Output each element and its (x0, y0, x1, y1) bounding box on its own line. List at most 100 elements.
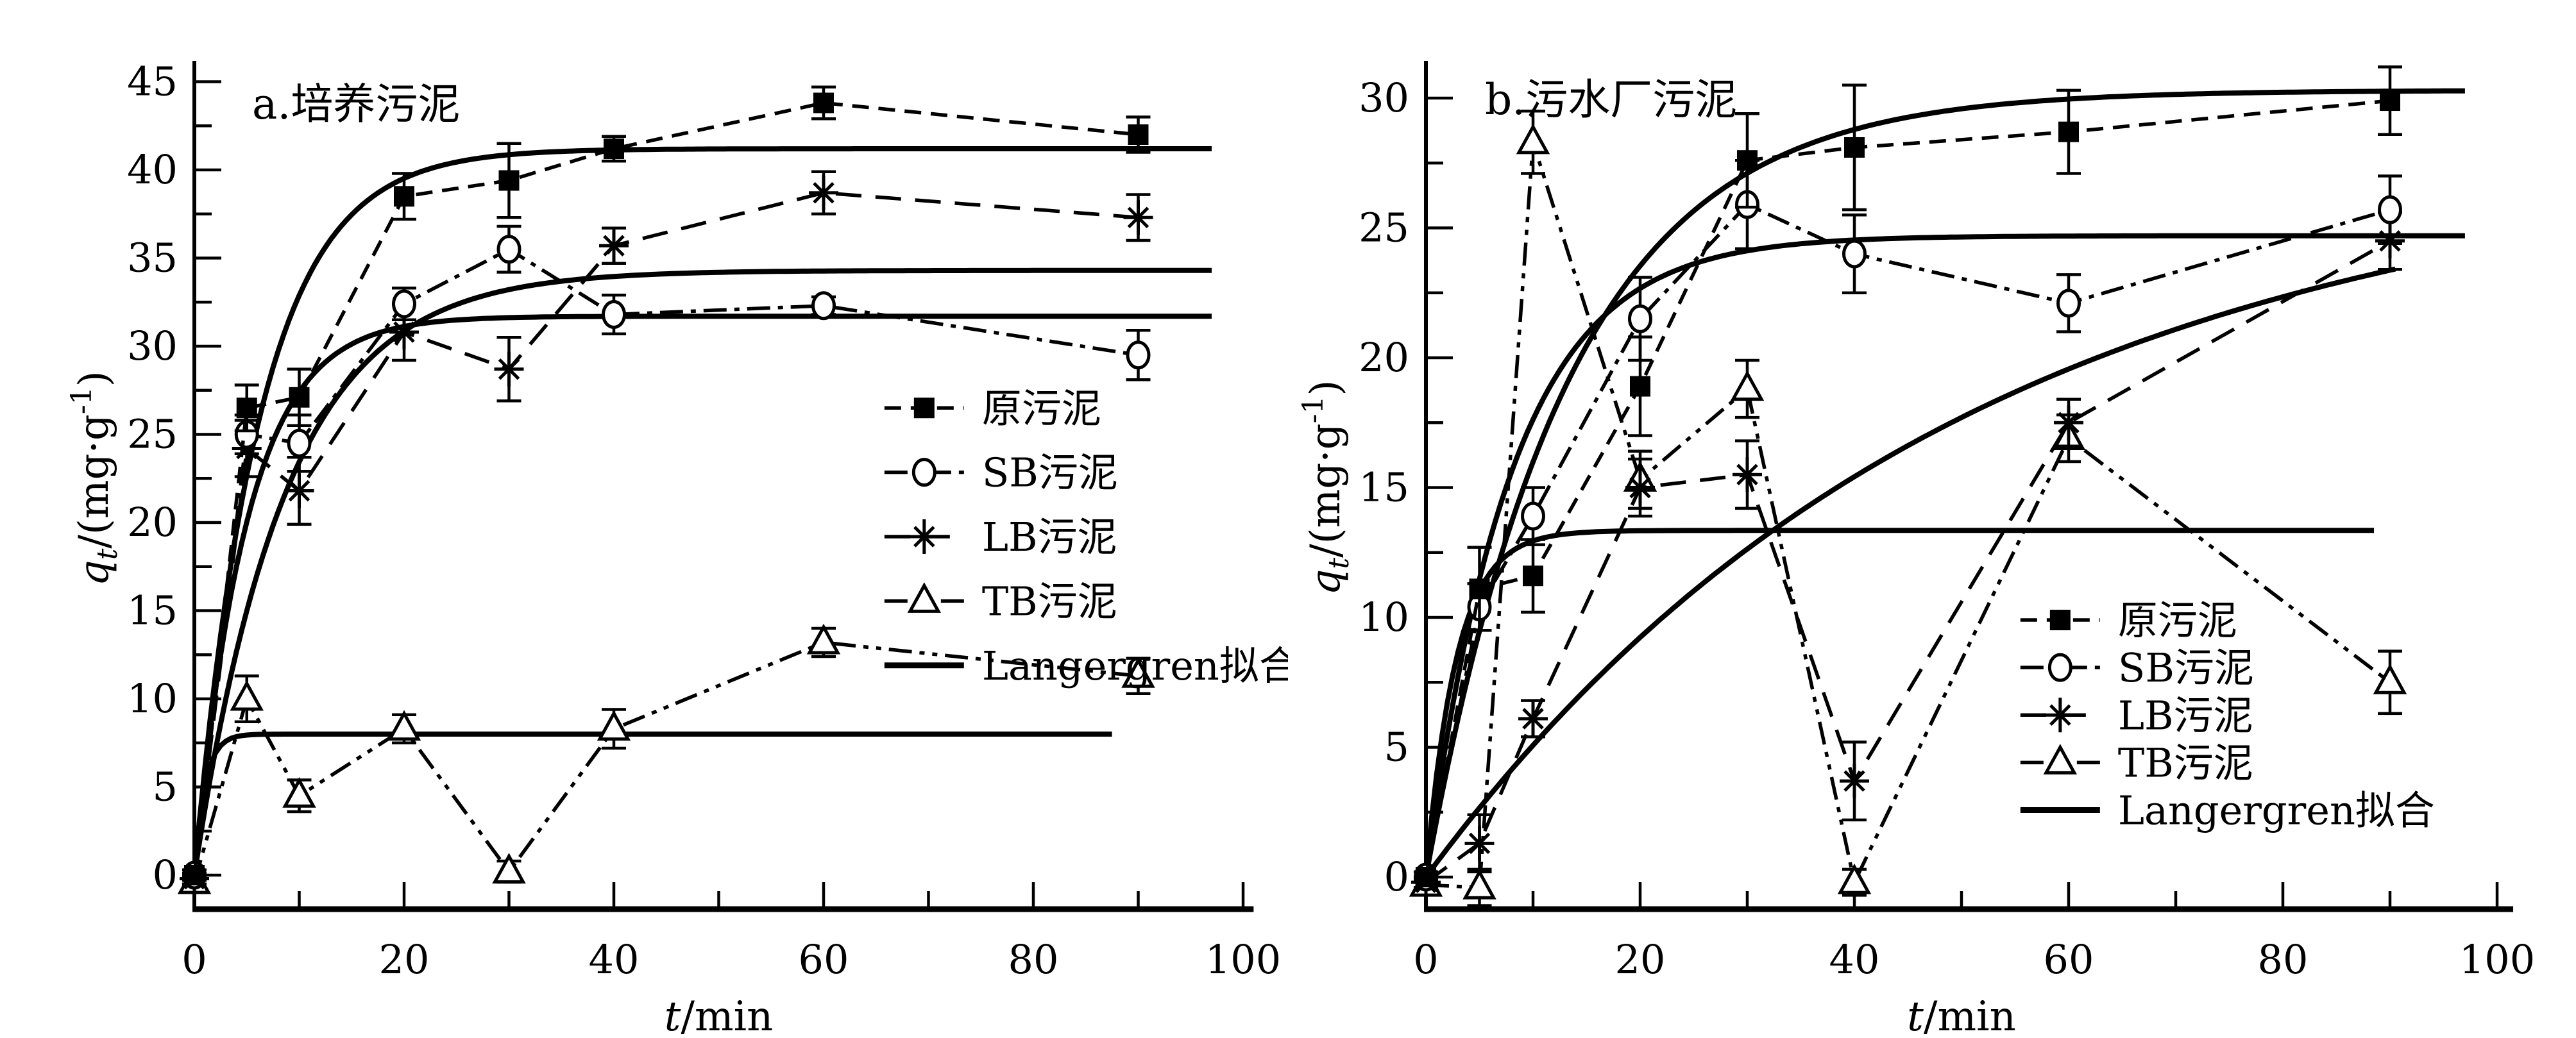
fit-curve-sb-sludge (192, 314, 1212, 876)
marker-asterisk (1736, 464, 1758, 486)
marker-circle (392, 289, 416, 319)
marker-asterisk (1522, 708, 1544, 730)
legend-marker-square (913, 398, 935, 419)
marker-triangle (1462, 869, 1496, 900)
legend-marker-circle (2047, 653, 2072, 682)
fit-curve-lb-sludge (1423, 266, 2396, 879)
legend-label: SB污泥 (982, 449, 1118, 496)
axes: 0 20 40 60 80 100 0 5 10 15 20 25 30 35 40 45 (127, 58, 1281, 984)
y-label-end: ) (1302, 380, 1350, 396)
axes: 0 20 40 60 80 100 0 5 10 15 20 25 30 (1359, 61, 2535, 983)
marker-triangle (806, 623, 841, 655)
y-label-mid: /(mg·g (71, 414, 118, 549)
x-axis-label-rest: /min (681, 993, 773, 1038)
y-tick-label: 25 (127, 411, 178, 458)
marker-square (1128, 124, 1149, 145)
marker-circle (1628, 304, 1652, 333)
marker-square (394, 186, 414, 207)
marker-asterisk (288, 480, 310, 502)
marker-triangle (387, 710, 421, 741)
legend-item: Langergren拟合 (884, 642, 1288, 689)
marker-triangle (1121, 657, 1155, 688)
marker-square (498, 170, 520, 191)
y-label-end: ) (71, 371, 118, 387)
marker-triangle (1730, 370, 1765, 401)
marker-asterisk (1629, 476, 1651, 499)
marker-square (236, 398, 257, 419)
panel-title: a.培养污泥 (252, 80, 460, 129)
legend-item: SB污泥 (884, 449, 1118, 496)
marker-asterisk (1127, 206, 1149, 229)
legend-item: TB污泥 (884, 578, 1117, 624)
panel-a-chart: 0 20 40 60 80 100051015202530354045t/minqt/(m… (65, 58, 1288, 1038)
series-lb-sludge (1411, 210, 2405, 900)
x-axis-label-rest: /min (1924, 993, 2016, 1038)
marker-triangle (492, 853, 526, 883)
marker-asterisk (813, 181, 835, 204)
y-label-q: q (1302, 569, 1350, 596)
legend-label: Langergren拟合 (982, 642, 1288, 689)
x-axis-label: t/min (1907, 993, 2016, 1038)
marker-square (1630, 376, 1650, 397)
legend-label: 原污泥 (2118, 597, 2237, 644)
y-tick-label: 0 (153, 851, 178, 898)
y-tick-label: 30 (1359, 74, 1409, 121)
fit-curve-tb-sludge (1423, 528, 2374, 878)
x-tick-label: 60 (799, 936, 849, 983)
x-tick-label: 60 (2044, 936, 2094, 983)
marker-square (813, 92, 834, 113)
series-raw-sludge (1414, 65, 2402, 887)
y-tick-label: 40 (127, 146, 178, 193)
legend-label: 原污泥 (982, 385, 1101, 431)
y-tick-label: 45 (127, 58, 178, 105)
marker-triangle (1516, 123, 1550, 155)
y-tick-label: 5 (1384, 724, 1409, 771)
y-tick-label: 10 (1359, 594, 1409, 640)
y-tick-label: 20 (1359, 334, 1409, 381)
marker-asterisk (1843, 770, 1865, 792)
x-tick-label: 40 (589, 936, 640, 983)
legend-item: Langergren拟合 (2020, 787, 2435, 834)
y-tick-label: 5 (153, 764, 178, 810)
legend-label: TB污泥 (982, 578, 1117, 624)
series-lb-sludge (180, 170, 1153, 896)
y-tick-label: 35 (127, 235, 178, 281)
fit-curves (192, 146, 1212, 876)
fit-curves (1423, 88, 2465, 879)
y-label-sup: -1 (65, 387, 98, 414)
series-sb-sludge (182, 224, 1151, 890)
y-tick-label: 25 (1359, 205, 1409, 251)
x-tick-label: 80 (1008, 936, 1059, 983)
x-tick-label: 20 (1615, 936, 1666, 983)
marker-square (1523, 565, 1543, 587)
y-label-sub: t (1323, 558, 1355, 569)
marker-triangle (597, 710, 631, 741)
marker-asterisk (393, 321, 415, 343)
fit-curve-tb-sludge (192, 732, 1112, 876)
y-label-sup: -1 (1297, 396, 1330, 423)
fit-curve-raw-sludge (192, 146, 1212, 876)
legend-item: LB污泥 (884, 514, 1117, 560)
panel-title: b.污水厂污泥 (1485, 75, 1737, 124)
x-tick-label: 100 (2459, 936, 2535, 983)
x-tick-label: 80 (2258, 936, 2309, 983)
x-tick-label: 40 (1829, 936, 1880, 983)
marker-circle (2378, 195, 2402, 224)
x-tick-label: 100 (1205, 936, 1281, 983)
y-tick-label: 10 (127, 675, 178, 722)
legend-marker-triangle (2043, 744, 2078, 774)
panel-root-b: 0 20 40 60 80 100051015202530t/minqt/(mg·g-1)… (1297, 61, 2535, 1038)
legend-label: TB污泥 (2118, 739, 2253, 786)
marker-square (1416, 867, 1436, 887)
marker-square (289, 387, 310, 408)
y-axis-label: qt/(mg·g-1) (1297, 380, 1355, 596)
y-tick-label: 30 (127, 322, 178, 369)
marker-asterisk (1468, 832, 1491, 855)
y-label-q: q (71, 560, 118, 586)
legend-label: SB污泥 (2118, 644, 2254, 691)
marker-circle (287, 428, 312, 458)
marker-square (1737, 150, 1758, 171)
legend-marker-asterisk (913, 526, 935, 548)
x-axis-label-italic: t (1907, 993, 1924, 1038)
marker-triangle (2373, 664, 2407, 694)
